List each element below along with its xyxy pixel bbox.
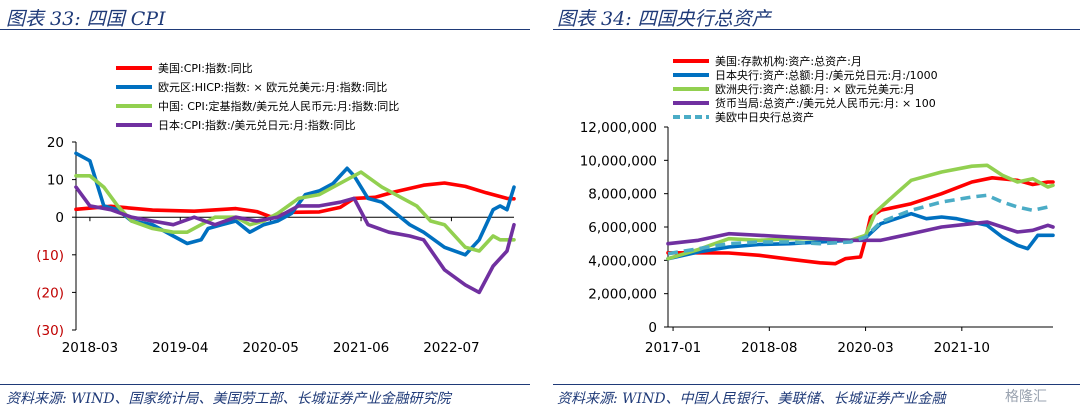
left-chart-title: 图表 33: 四国 CPI bbox=[6, 8, 166, 30]
right-source-rule bbox=[553, 384, 1080, 385]
y-tick-label: (30) bbox=[36, 323, 64, 339]
cpi-chart: 20 10 0 (10) (20) (30)2018-03 2019-04 2020-05 20… bbox=[36, 61, 516, 356]
x-tick-label: 2022-07 bbox=[423, 340, 479, 356]
left-source-rule bbox=[0, 384, 530, 385]
assets-chart: 12,000,000 10,000,000 8,000,000 6,000,000 4,… bbox=[580, 54, 1055, 356]
series-line-us bbox=[74, 181, 516, 219]
y-tick-label: 12,000,000 bbox=[580, 120, 657, 136]
y-tick-label: 4,000,000 bbox=[588, 253, 657, 269]
x-tick-label: 2019-04 bbox=[152, 340, 208, 356]
legend-label-boj: 日本央行:资产:总额:月:/美元兑日元:月:/1000 bbox=[715, 68, 938, 82]
x-tick-label: 2018-08 bbox=[741, 340, 797, 356]
x-tick-label: 2021-10 bbox=[934, 340, 990, 356]
legend-label-pboc: 货币当局:总资产:/美元兑人民币元:月: × 100 bbox=[715, 96, 936, 110]
legend-label-us: 美国:CPI:指数:同比 bbox=[158, 61, 253, 75]
right-chart-title: 图表 34: 四国央行总资产 bbox=[557, 8, 771, 30]
y-tick-label: 10 bbox=[47, 173, 64, 189]
y-tick-label: (10) bbox=[36, 248, 64, 264]
series-line-pboc bbox=[666, 220, 1055, 246]
legend-label-cn: 中国: CPI:定基指数/美元兑人民币元:月:指数:同比 bbox=[158, 99, 399, 113]
left-title-rule bbox=[0, 29, 530, 30]
x-tick-label: 2017-01 bbox=[645, 340, 701, 356]
right-source-note: 资料来源: WIND、中国人民银行、美联储、长城证券产业金融 bbox=[557, 391, 946, 407]
x-tick-label: 2020-05 bbox=[242, 340, 298, 356]
y-tick-label: (20) bbox=[36, 285, 64, 301]
x-tick-label: 2020-03 bbox=[837, 340, 893, 356]
y-tick-label: 6,000,000 bbox=[588, 220, 657, 236]
y-tick-label: 0 bbox=[55, 210, 64, 226]
y-tick-label: 20 bbox=[47, 135, 64, 151]
watermark-logo: 格隆汇 bbox=[1005, 389, 1047, 405]
series-line-eu bbox=[74, 151, 516, 257]
x-tick-label: 2021-06 bbox=[333, 340, 389, 356]
y-tick-label: 2,000,000 bbox=[588, 287, 657, 303]
legend-label-total: 美欧中日央行总资产 bbox=[715, 110, 814, 124]
series-line-total bbox=[667, 193, 1053, 256]
x-tick-label: 2018-03 bbox=[62, 340, 118, 356]
series-line-ecb bbox=[666, 163, 1055, 261]
series-line-fed bbox=[666, 176, 1055, 266]
y-tick-label: 8,000,000 bbox=[588, 187, 657, 203]
left-source-note: 资料来源: WIND、国家统计局、美国劳工部、长城证券产业金融研究院 bbox=[6, 391, 451, 407]
legend-label-fed: 美国:存款机构:资产:总资产:月 bbox=[715, 54, 862, 68]
legend-label-ecb: 欧洲央行:资产:总额:月: × 欧元兑美元:月 bbox=[715, 82, 915, 96]
legend-label-eu: 欧元区:HICP:指数: × 欧元兑美元:月:指数:同比 bbox=[158, 80, 387, 94]
right-title-rule bbox=[553, 29, 1080, 30]
y-tick-label: 10,000,000 bbox=[580, 153, 657, 169]
legend-label-jp: 日本:CPI:指数:/美元兑日元:月:指数:同比 bbox=[158, 118, 356, 132]
series-line-jp bbox=[74, 185, 516, 295]
series-line-cn bbox=[74, 170, 516, 253]
series-line-boj bbox=[666, 211, 1055, 261]
y-tick-label: 0 bbox=[648, 320, 657, 336]
